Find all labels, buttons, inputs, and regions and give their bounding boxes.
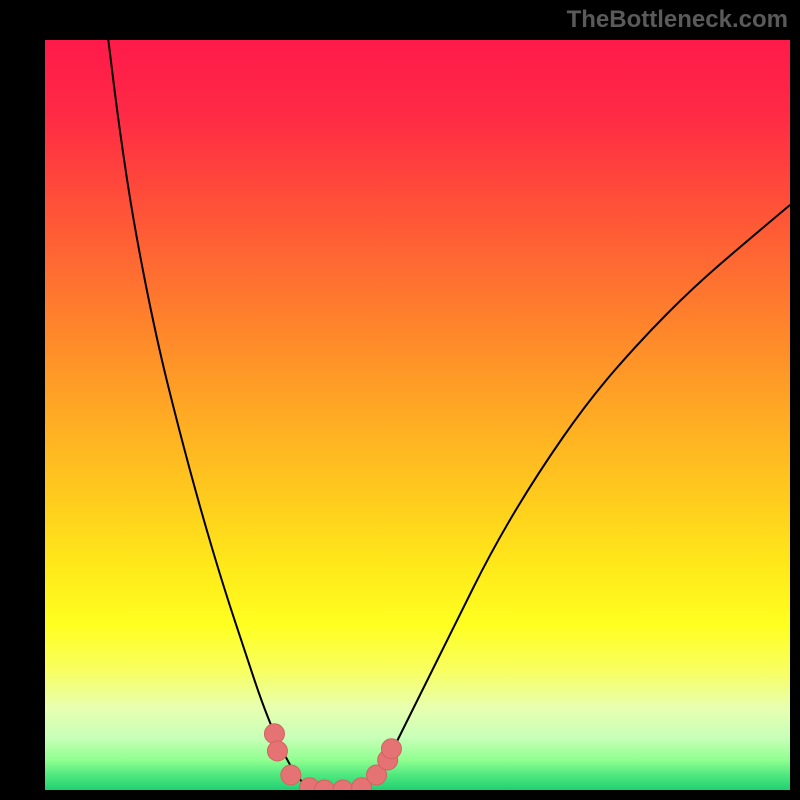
data-marker [267, 741, 287, 761]
plot-svg [45, 40, 790, 790]
gradient-background [45, 40, 790, 790]
watermark-text: TheBottleneck.com [567, 6, 788, 34]
plot-area [45, 40, 790, 790]
data-marker [264, 724, 284, 744]
chart-root: TheBottleneck.com [0, 0, 800, 800]
data-marker [381, 739, 401, 759]
data-marker [281, 765, 301, 785]
